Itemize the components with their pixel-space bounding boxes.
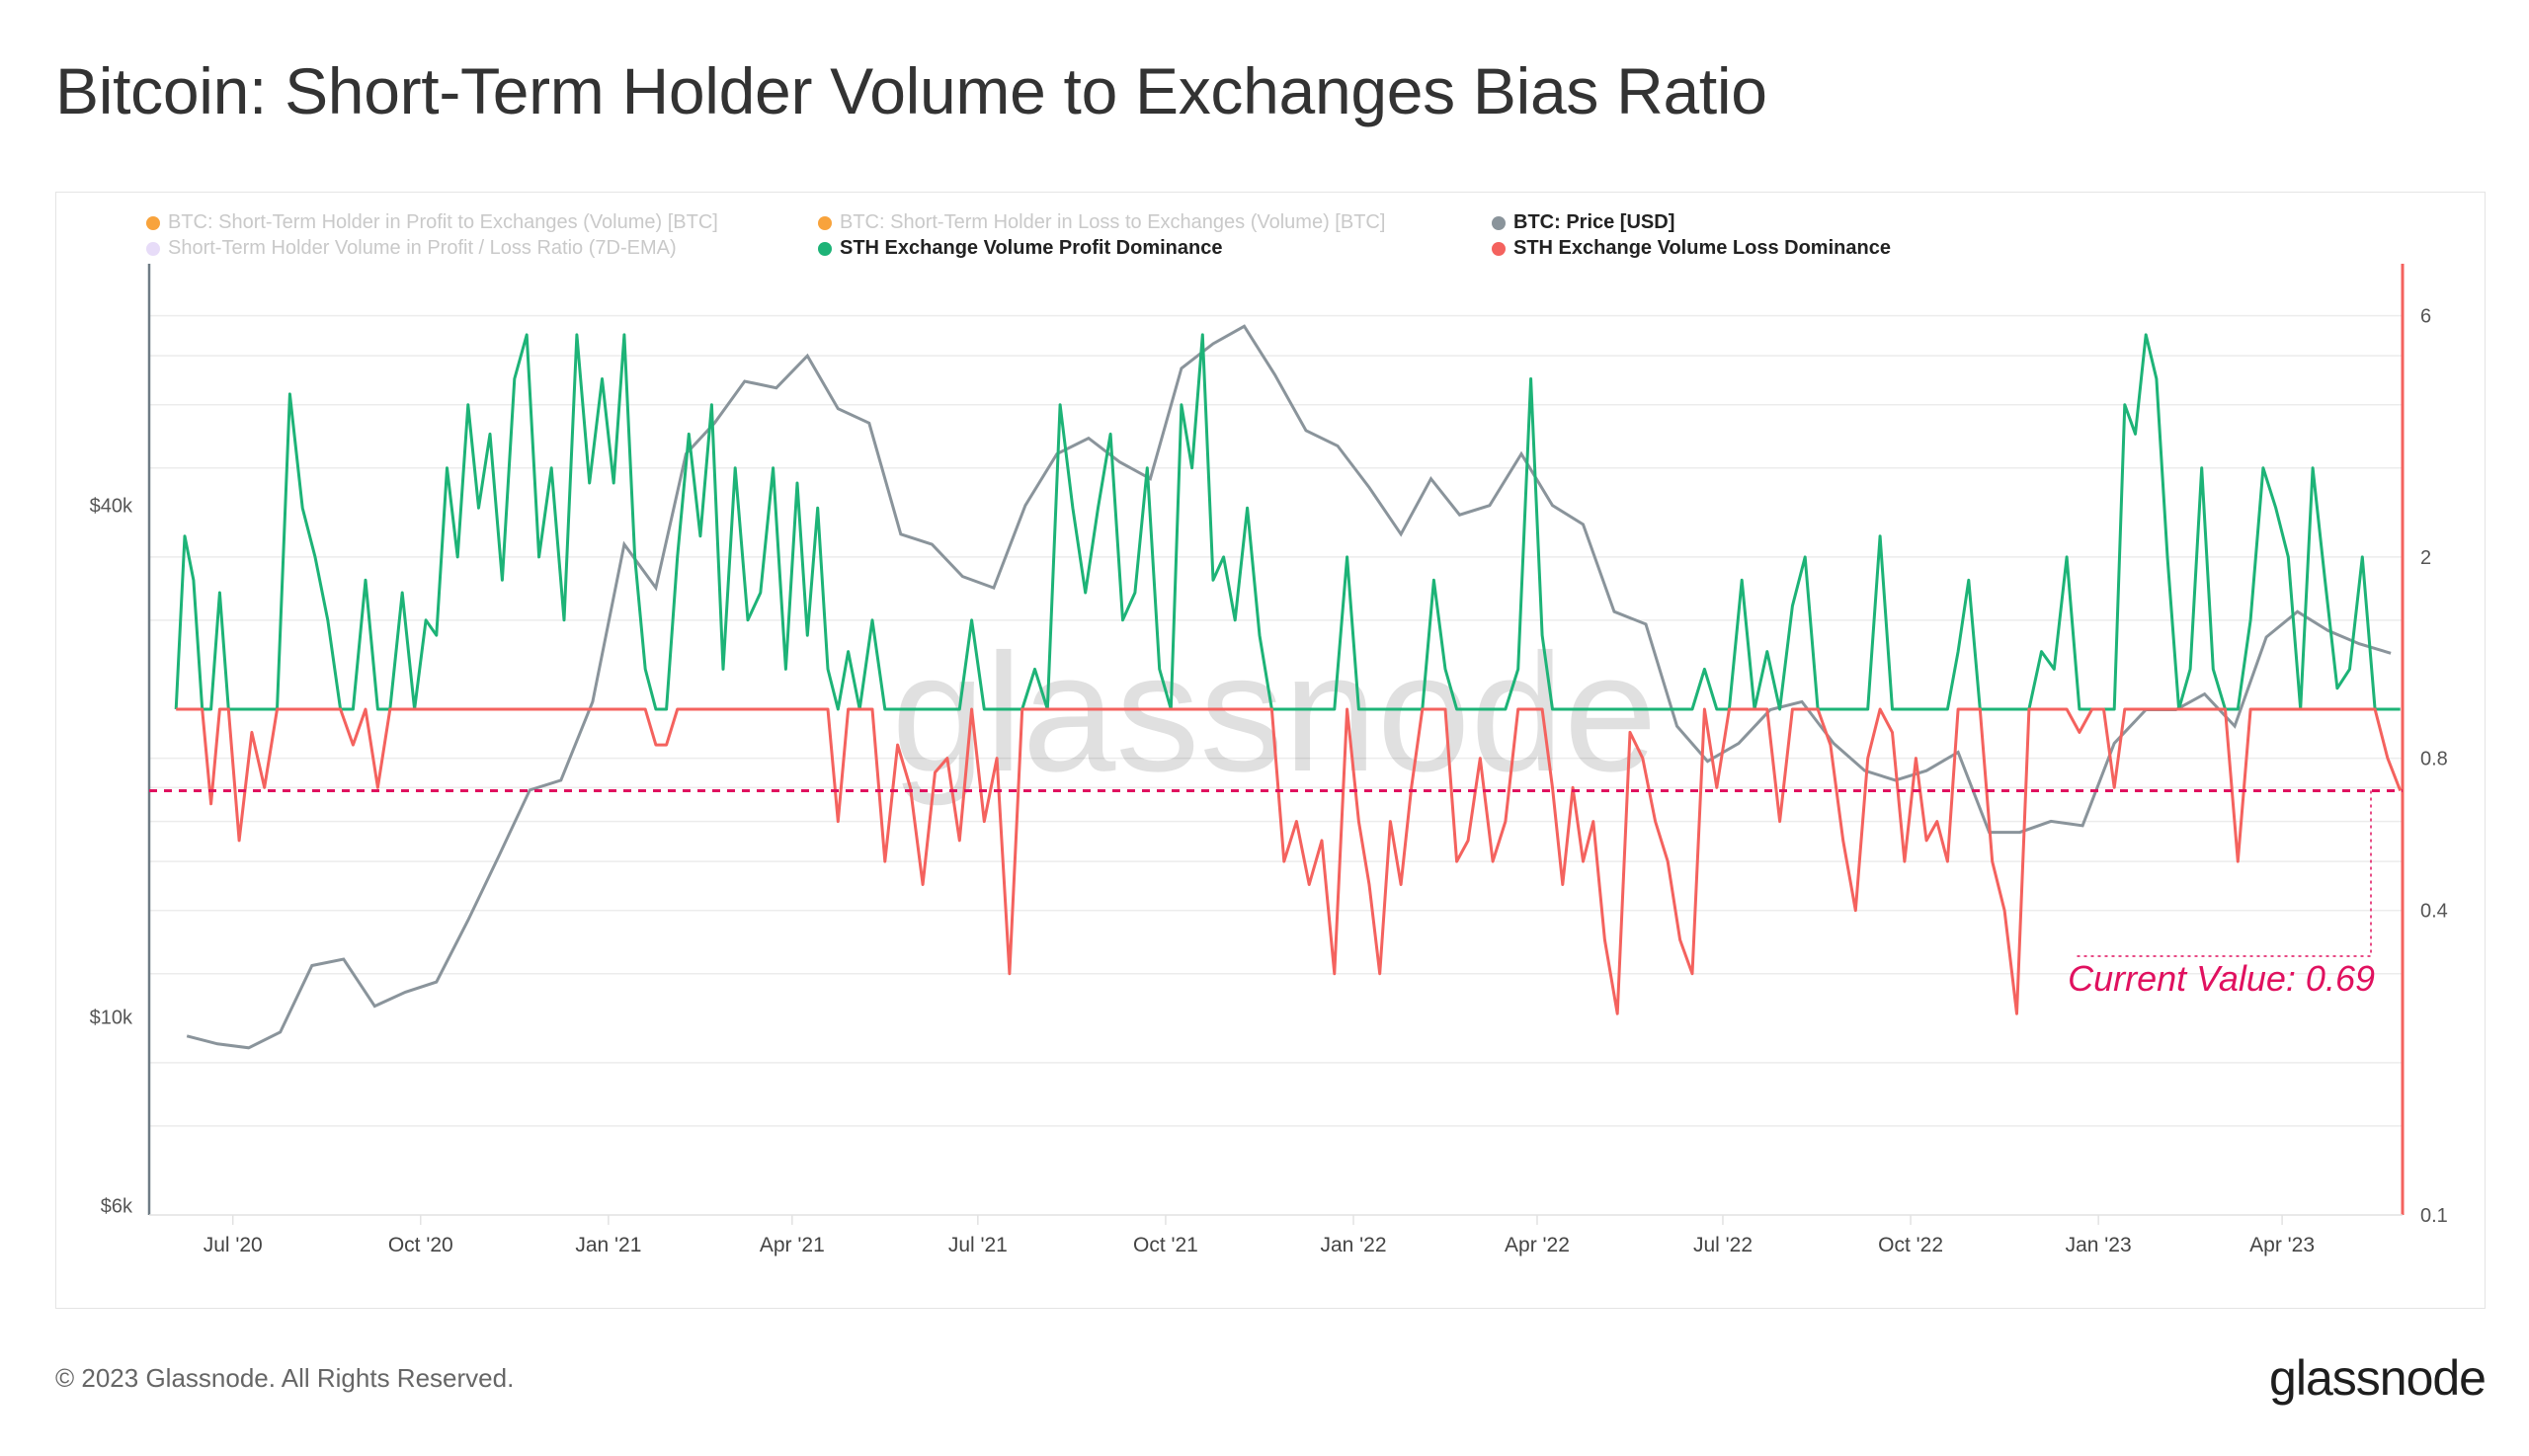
glassnode-logo: glassnode bbox=[2269, 1350, 2487, 1406]
legend-dot-icon bbox=[1492, 215, 1506, 230]
x-tick-label: Apr '23 bbox=[2249, 1234, 2315, 1256]
legend-label: STH Exchange Volume Loss Dominance bbox=[1513, 237, 1891, 259]
legend-dot-icon bbox=[146, 241, 160, 256]
x-tick-label: Apr '22 bbox=[1505, 1234, 1570, 1256]
page-title: Bitcoin: Short-Term Holder Volume to Exc… bbox=[55, 54, 1767, 127]
x-tick-label: Oct '21 bbox=[1133, 1234, 1198, 1256]
legend-label: BTC: Price [USD] bbox=[1513, 211, 1675, 233]
right-tick-label: 0.4 bbox=[2420, 901, 2448, 923]
x-tick-label: Jul '20 bbox=[204, 1234, 263, 1256]
current-value-annotation: Current Value: 0.69 bbox=[149, 788, 2403, 999]
x-tick-label: Oct '22 bbox=[1878, 1234, 1943, 1256]
x-tick-label: Jan '22 bbox=[1320, 1234, 1386, 1256]
right-tick-label: 0.1 bbox=[2420, 1205, 2448, 1227]
gridlines bbox=[149, 314, 2403, 1127]
current-value-label: Current Value: 0.69 bbox=[2068, 958, 2375, 999]
legend-item-loss-dominance[interactable]: STH Exchange Volume Loss Dominance bbox=[1492, 237, 1891, 260]
profit-dominance-line bbox=[174, 333, 2401, 711]
x-tick-label: Jan '23 bbox=[2066, 1234, 2132, 1256]
legend-label: Short-Term Holder Volume in Profit / Los… bbox=[168, 237, 677, 259]
right-tick-label: 2 bbox=[2420, 547, 2431, 569]
legend-item-price[interactable]: BTC: Price [USD] bbox=[1492, 211, 1674, 234]
left-tick-label: $10k bbox=[90, 1008, 133, 1029]
x-tick-label: Jul '22 bbox=[1693, 1234, 1753, 1256]
axes: Jul '20 Oct '20 Jan '21 Apr '21 Jul '21 Oct '… bbox=[90, 264, 2448, 1256]
legend-dot-icon bbox=[1492, 241, 1506, 256]
right-tick-label: 0.8 bbox=[2420, 749, 2448, 770]
legend-item-profit-loss-ratio[interactable]: Short-Term Holder Volume in Profit / Los… bbox=[146, 237, 677, 260]
series-group bbox=[174, 324, 2403, 1050]
current-value-leader bbox=[2074, 790, 2372, 957]
legend-dot-icon bbox=[818, 215, 832, 230]
left-tick-label: $40k bbox=[90, 496, 133, 518]
legend-label: BTC: Short-Term Holder in Profit to Exch… bbox=[168, 211, 718, 233]
right-tick-label: 6 bbox=[2420, 306, 2431, 328]
chart-container bbox=[55, 192, 2486, 1309]
legend-item-sth-loss-volume[interactable]: BTC: Short-Term Holder in Loss to Exchan… bbox=[818, 211, 1385, 234]
loss-dominance-line bbox=[176, 707, 2403, 1015]
left-tick-label: $6k bbox=[101, 1196, 133, 1218]
legend-dot-icon bbox=[818, 241, 832, 256]
x-tick-label: Apr '21 bbox=[760, 1234, 825, 1256]
legend-label: STH Exchange Volume Profit Dominance bbox=[840, 237, 1223, 259]
x-tick-label: Oct '20 bbox=[388, 1234, 453, 1256]
legend-dot-icon bbox=[146, 215, 160, 230]
legend-label: BTC: Short-Term Holder in Loss to Exchan… bbox=[840, 211, 1386, 233]
legend-item-sth-profit-volume[interactable]: BTC: Short-Term Holder in Profit to Exch… bbox=[146, 211, 718, 234]
legend-item-profit-dominance[interactable]: STH Exchange Volume Profit Dominance bbox=[818, 237, 1222, 260]
x-tick-label: Jul '21 bbox=[948, 1234, 1008, 1256]
x-tick-label: Jan '21 bbox=[575, 1234, 641, 1256]
copyright-footer: © 2023 Glassnode. All Rights Reserved. bbox=[55, 1363, 515, 1393]
